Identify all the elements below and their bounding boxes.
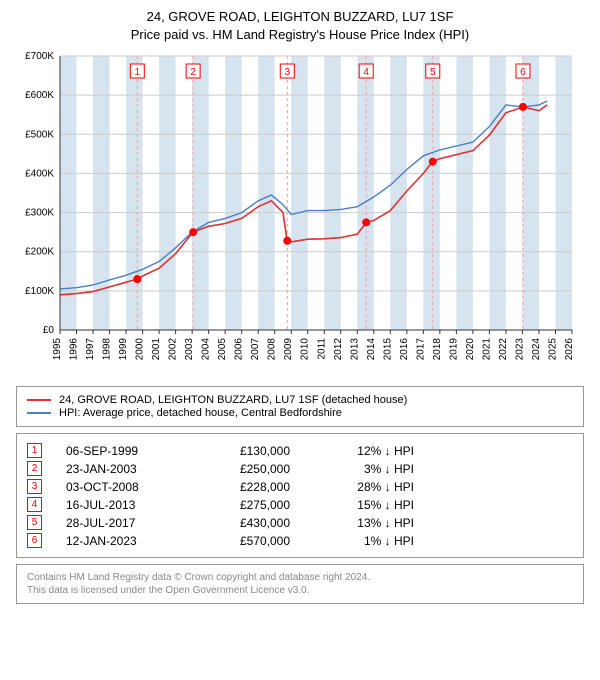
svg-text:£200K: £200K [25, 247, 54, 258]
svg-text:2017: 2017 [415, 338, 426, 361]
svg-text:2014: 2014 [366, 338, 377, 361]
footnote: Contains HM Land Registry data © Crown c… [16, 564, 584, 604]
svg-text:2012: 2012 [333, 338, 344, 361]
sale-marker: 3 [27, 479, 42, 494]
sale-date: 16-JUL-2013 [66, 498, 176, 512]
sale-date: 03-OCT-2008 [66, 480, 176, 494]
sale-delta: 28% ↓ HPI [314, 480, 414, 494]
svg-text:2018: 2018 [432, 338, 443, 361]
svg-text:2002: 2002 [168, 338, 179, 361]
sale-marker: 5 [27, 515, 42, 530]
sale-date: 06-SEP-1999 [66, 444, 176, 458]
sale-row: 5 28-JUL-2017 £430,000 13% ↓ HPI [27, 515, 573, 530]
svg-text:6: 6 [520, 67, 526, 78]
svg-text:2015: 2015 [382, 338, 393, 361]
sale-price: £275,000 [200, 498, 290, 512]
sale-delta: 12% ↓ HPI [314, 444, 414, 458]
svg-text:2004: 2004 [201, 338, 212, 361]
svg-text:2023: 2023 [514, 338, 525, 361]
svg-text:1: 1 [135, 67, 141, 78]
legend: 24, GROVE ROAD, LEIGHTON BUZZARD, LU7 1S… [16, 386, 584, 427]
svg-text:£100K: £100K [25, 286, 54, 297]
svg-text:2011: 2011 [316, 338, 327, 360]
svg-text:1998: 1998 [102, 338, 113, 361]
sale-price: £228,000 [200, 480, 290, 494]
svg-text:1996: 1996 [69, 338, 80, 361]
sale-marker: 2 [27, 461, 42, 476]
svg-text:2021: 2021 [481, 338, 492, 361]
title-line-1: 24, GROVE ROAD, LEIGHTON BUZZARD, LU7 1S… [16, 8, 584, 26]
svg-text:2: 2 [190, 67, 196, 78]
sale-price: £570,000 [200, 534, 290, 548]
chart-container: £0 £100K £200K £300K £400K £500K £600K £700K 199… [16, 50, 584, 380]
sale-row: 4 16-JUL-2013 £275,000 15% ↓ HPI [27, 497, 573, 512]
svg-text:2008: 2008 [267, 338, 278, 361]
legend-label: 24, GROVE ROAD, LEIGHTON BUZZARD, LU7 1S… [59, 394, 407, 406]
footnote-line-1: Contains HM Land Registry data © Crown c… [27, 571, 573, 584]
footnote-line-2: This data is licensed under the Open Gov… [27, 584, 573, 597]
svg-text:3: 3 [284, 67, 290, 78]
legend-swatch [27, 412, 51, 414]
svg-text:2010: 2010 [300, 338, 311, 361]
sale-date: 23-JAN-2003 [66, 462, 176, 476]
legend-row: 24, GROVE ROAD, LEIGHTON BUZZARD, LU7 1S… [27, 394, 573, 406]
legend-row: HPI: Average price, detached house, Cent… [27, 407, 573, 419]
svg-text:4: 4 [363, 67, 369, 78]
svg-text:2005: 2005 [217, 338, 228, 361]
sales-table: 1 06-SEP-1999 £130,000 12% ↓ HPI 2 23-JAN-200… [16, 433, 584, 558]
sale-date: 28-JUL-2017 [66, 516, 176, 530]
sale-row: 2 23-JAN-2003 £250,000 3% ↓ HPI [27, 461, 573, 476]
svg-text:1999: 1999 [118, 338, 129, 361]
svg-text:2006: 2006 [234, 338, 245, 361]
legend-swatch [27, 399, 51, 401]
sale-price: £250,000 [200, 462, 290, 476]
chart-title-block: 24, GROVE ROAD, LEIGHTON BUZZARD, LU7 1S… [16, 8, 584, 44]
svg-text:5: 5 [430, 67, 436, 78]
legend-label: HPI: Average price, detached house, Cent… [59, 407, 342, 419]
sale-delta: 1% ↓ HPI [314, 534, 414, 548]
svg-text:1997: 1997 [85, 338, 96, 361]
svg-text:£600K: £600K [25, 91, 54, 102]
svg-text:2019: 2019 [448, 338, 459, 361]
title-line-2: Price paid vs. HM Land Registry's House … [16, 26, 584, 44]
sale-marker: 4 [27, 497, 42, 512]
sale-row: 1 06-SEP-1999 £130,000 12% ↓ HPI [27, 443, 573, 458]
sale-marker: 1 [27, 443, 42, 458]
svg-text:1995: 1995 [52, 338, 63, 361]
sale-date: 12-JAN-2023 [66, 534, 176, 548]
svg-text:£700K: £700K [25, 51, 54, 62]
svg-text:2026: 2026 [564, 338, 575, 361]
svg-text:£300K: £300K [25, 208, 54, 219]
svg-text:£400K: £400K [25, 169, 54, 180]
sale-price: £130,000 [200, 444, 290, 458]
sale-row: 3 03-OCT-2008 £228,000 28% ↓ HPI [27, 479, 573, 494]
svg-text:2007: 2007 [250, 338, 261, 361]
sale-price: £430,000 [200, 516, 290, 530]
sale-delta: 15% ↓ HPI [314, 498, 414, 512]
svg-text:2022: 2022 [498, 338, 509, 361]
sale-delta: 13% ↓ HPI [314, 516, 414, 530]
svg-text:2016: 2016 [399, 338, 410, 361]
sale-row: 6 12-JAN-2023 £570,000 1% ↓ HPI [27, 533, 573, 548]
svg-text:2024: 2024 [531, 338, 542, 361]
svg-text:£0: £0 [43, 325, 55, 336]
price-chart: £0 £100K £200K £300K £400K £500K £600K £700K 199… [16, 50, 576, 380]
sale-marker: 6 [27, 533, 42, 548]
svg-text:2013: 2013 [349, 338, 360, 361]
svg-text:£500K: £500K [25, 130, 54, 141]
svg-text:2020: 2020 [465, 338, 476, 361]
svg-text:2003: 2003 [184, 338, 195, 361]
svg-text:2001: 2001 [151, 338, 162, 361]
svg-text:2025: 2025 [547, 338, 558, 361]
svg-text:2000: 2000 [135, 338, 146, 361]
svg-text:2009: 2009 [283, 338, 294, 361]
sale-delta: 3% ↓ HPI [314, 462, 414, 476]
